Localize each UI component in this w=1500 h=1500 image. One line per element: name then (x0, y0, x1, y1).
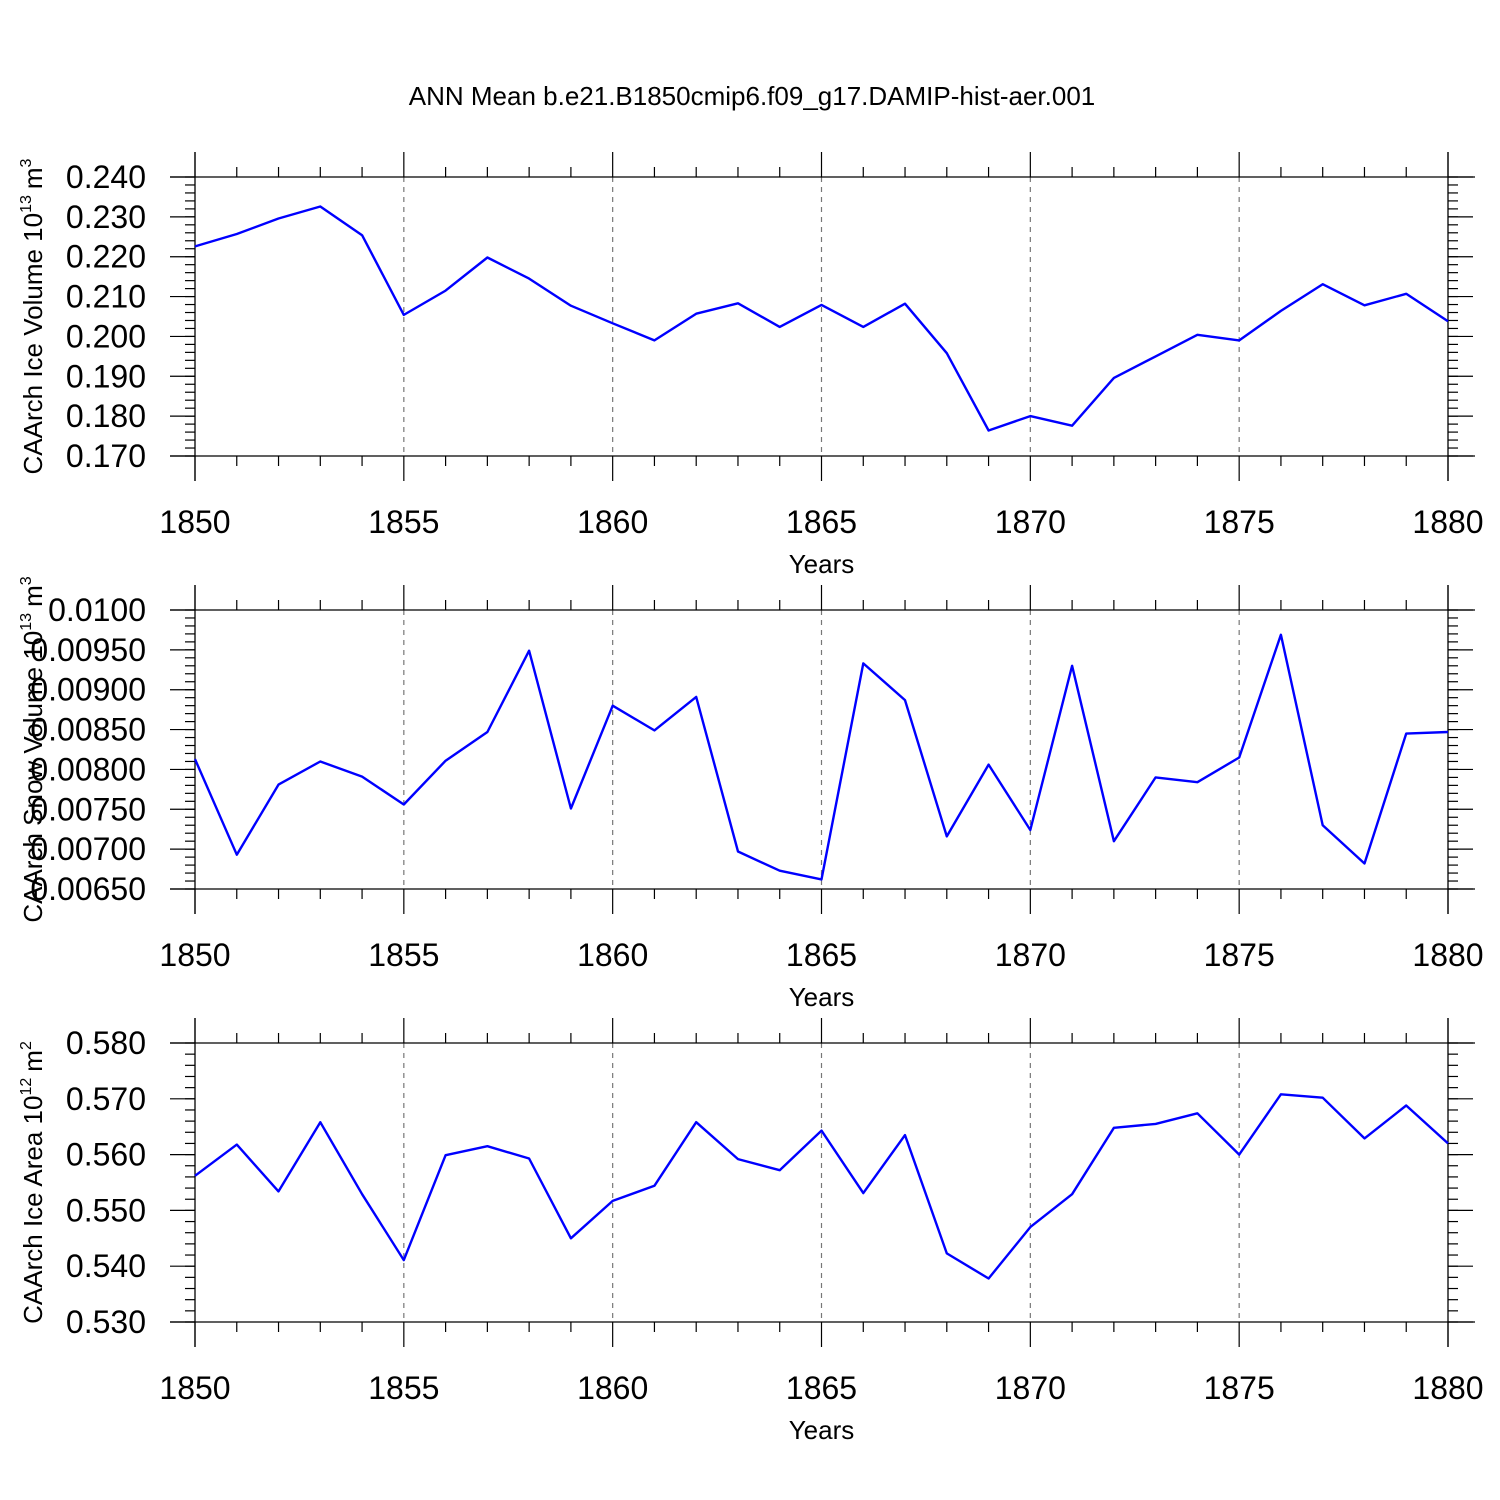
y-axis-title-exponent: 13 (18, 195, 35, 213)
y-axis-title: CAArch Snow Volume 1013 m3 (18, 576, 48, 922)
series-line (194, 1093, 1449, 1280)
x-axis-title: Years (789, 982, 855, 1012)
y-axis-title-unit: m (18, 167, 48, 189)
y-axis-title-exponent: 12 (18, 1078, 35, 1096)
x-axis-title: Years (789, 1415, 855, 1445)
series-line (194, 205, 1449, 432)
x-tick-label: 1850 (159, 504, 230, 540)
x-tick-label: 1875 (1204, 1370, 1275, 1406)
y-tick-label: 0.580 (66, 1025, 146, 1061)
y-tick-label: 0.570 (66, 1081, 146, 1117)
x-tick-label: 1850 (159, 1370, 230, 1406)
x-tick-label: 1860 (577, 1370, 648, 1406)
y-tick-label: 0.00950 (30, 632, 146, 668)
y-tick-label: 0.00700 (30, 831, 146, 867)
y-axis-title-text: CAArch Ice Volume 10 (18, 213, 48, 475)
y-axis-title-unit: m (18, 585, 48, 607)
y-tick-label: 0.170 (66, 438, 146, 474)
y-axis-title-text: CAArch Ice Area 10 (18, 1096, 48, 1324)
chart-panel-3: 0.530 0.540 0.550 0.560 0.570 0.580 1850 1855 18… (18, 1018, 1484, 1445)
y-axis-title-unit-exponent: 3 (18, 158, 35, 167)
y-axis-title-unit-exponent: 3 (18, 576, 35, 585)
y-axis-title: CAArch Ice Area 1012 m2 (18, 1041, 48, 1324)
x-tick-label: 1875 (1204, 504, 1275, 540)
x-tick-label: 1870 (995, 504, 1066, 540)
x-tick-label: 1860 (577, 937, 648, 973)
x-tick-label: 1870 (995, 1370, 1066, 1406)
y-tick-label: 0.190 (66, 358, 146, 394)
x-tick-label: 1880 (1412, 1370, 1483, 1406)
y-tick-label: 0.240 (66, 159, 146, 195)
y-tick-label: 0.00800 (30, 751, 146, 787)
y-axis-title-text: CAArch Snow Volume 10 (18, 631, 48, 923)
x-axis-title: Years (789, 549, 855, 579)
y-tick-label: 0.550 (66, 1192, 146, 1228)
x-tick-label: 1855 (368, 937, 439, 973)
y-tick-label: 0.560 (66, 1137, 146, 1173)
y-tick-label: 0.00850 (30, 712, 146, 748)
x-tick-label: 1865 (786, 504, 857, 540)
x-tick-label: 1870 (995, 937, 1066, 973)
y-tick-label: 0.00750 (30, 791, 146, 827)
y-tick-label: 0.220 (66, 239, 146, 275)
x-tick-label: 1860 (577, 504, 648, 540)
y-axis-title-exponent: 13 (18, 613, 35, 631)
series-line (193, 633, 1449, 881)
y-axis-title-unit-exponent: 2 (18, 1041, 35, 1050)
x-tick-label: 1855 (368, 504, 439, 540)
figure-title: ANN Mean b.e21.B1850cmip6.f09_g17.DAMIP-… (409, 81, 1096, 111)
y-tick-label: 0.230 (66, 199, 146, 235)
y-tick-label: 0.00650 (30, 871, 146, 907)
y-tick-label: 0.00900 (30, 672, 146, 708)
y-tick-label: 0.180 (66, 398, 146, 434)
y-tick-label: 0.540 (66, 1248, 146, 1284)
y-axis-title: CAArch Ice Volume 1013 m3 (18, 158, 48, 474)
y-axis-title-unit: m (18, 1050, 48, 1072)
y-tick-label: 0.200 (66, 318, 146, 354)
x-tick-label: 1865 (786, 937, 857, 973)
x-tick-label: 1880 (1412, 504, 1483, 540)
y-tick-label: 0.0100 (48, 592, 146, 628)
y-tick-label: 0.210 (66, 279, 146, 315)
x-tick-label: 1865 (786, 1370, 857, 1406)
x-tick-label: 1875 (1204, 937, 1275, 973)
y-tick-label: 0.530 (66, 1304, 146, 1340)
x-tick-label: 1850 (159, 937, 230, 973)
x-tick-label: 1855 (368, 1370, 439, 1406)
x-tick-label: 1880 (1412, 937, 1483, 973)
